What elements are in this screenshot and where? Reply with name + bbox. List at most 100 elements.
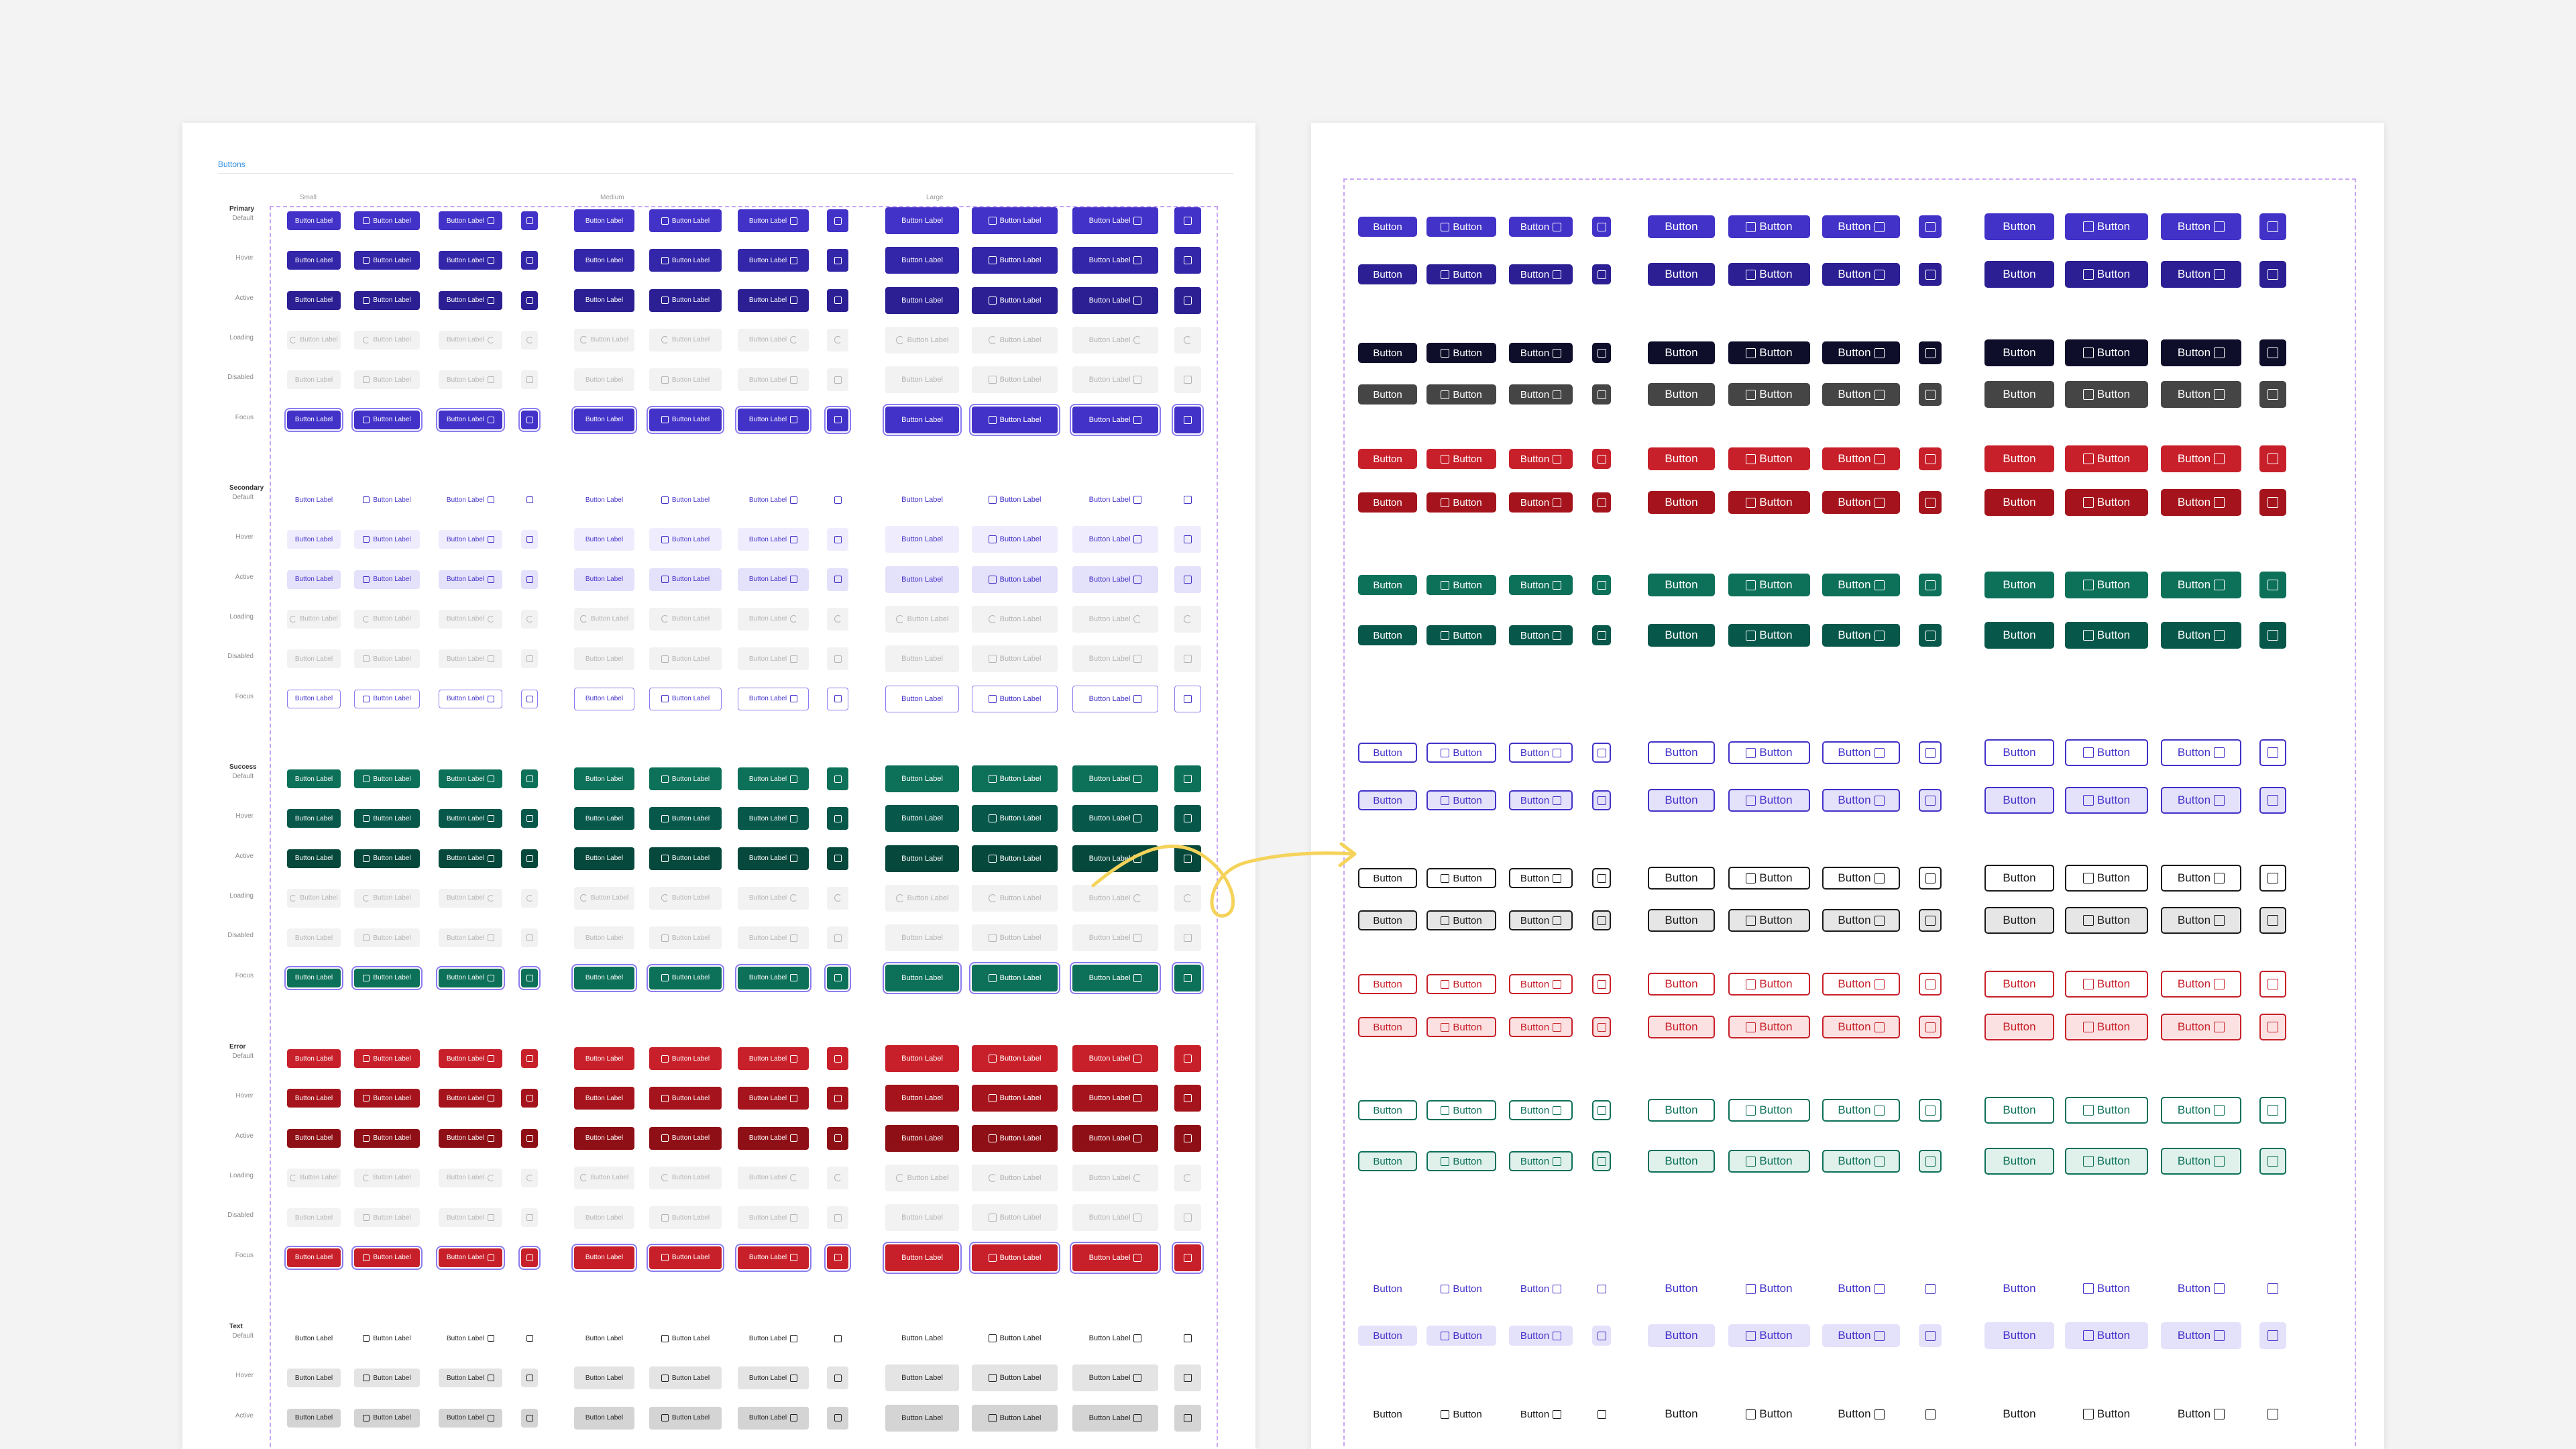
success-hover-button[interactable]: Button Label: [885, 805, 959, 833]
primary-hover-button[interactable]: [1919, 263, 1942, 286]
error-focus-button[interactable]: [827, 1246, 848, 1269]
success-button[interactable]: Button: [1648, 574, 1715, 596]
primary-active-button[interactable]: Button Label: [574, 288, 634, 312]
error-active-button[interactable]: [1174, 1124, 1201, 1152]
outline-dark-button[interactable]: Button: [1728, 867, 1810, 890]
error-loading-button[interactable]: Button Label: [287, 1168, 341, 1187]
primary-disabled-button[interactable]: Button Label: [972, 366, 1058, 394]
dark-button[interactable]: Button: [1648, 341, 1715, 364]
text-active-button[interactable]: Button Label: [1072, 1404, 1158, 1432]
dark-hover-button[interactable]: [1592, 384, 1611, 405]
primary-default-button[interactable]: Button Label: [574, 209, 634, 232]
secondary-focus-button[interactable]: [521, 689, 538, 708]
success-disabled-button[interactable]: [1174, 924, 1201, 952]
primary-hover-button[interactable]: [1592, 264, 1611, 284]
error-loading-button[interactable]: Button Label: [972, 1164, 1058, 1191]
outline-success-hover-button[interactable]: Button: [1358, 1151, 1417, 1171]
error-loading-button[interactable]: Button Label: [574, 1166, 634, 1189]
primary-hover-button[interactable]: Button: [1822, 263, 1900, 286]
outline-error-hover-button[interactable]: Button: [1822, 1016, 1900, 1038]
error-default-button[interactable]: Button Label: [885, 1045, 959, 1072]
text-hover-button[interactable]: Button Label: [1072, 1364, 1158, 1392]
primary-disabled-button[interactable]: Button Label: [885, 366, 959, 394]
text-dark-button[interactable]: Button: [1728, 1403, 1810, 1426]
success-hover-button[interactable]: Button: [1358, 625, 1417, 645]
outline-error-button[interactable]: Button: [1509, 974, 1573, 994]
outline-dark-button[interactable]: [2259, 865, 2286, 892]
outline-dark-button[interactable]: Button: [1822, 867, 1900, 890]
secondary-disabled-button[interactable]: Button Label: [439, 649, 502, 669]
dark-hover-button[interactable]: Button: [1728, 383, 1810, 406]
error-focus-button[interactable]: Button Label: [1072, 1244, 1158, 1271]
secondary-loading-button[interactable]: [827, 607, 848, 631]
success-default-button[interactable]: [521, 769, 538, 788]
text-primary-button[interactable]: [1919, 1277, 1942, 1300]
error-active-button[interactable]: Button Label: [738, 1126, 809, 1150]
error-default-button[interactable]: [827, 1047, 848, 1070]
outline-primary-button[interactable]: Button: [1426, 743, 1496, 763]
error-loading-button[interactable]: [827, 1166, 848, 1189]
outline-success-hover-button[interactable]: Button: [1509, 1151, 1573, 1171]
error-disabled-button[interactable]: Button Label: [354, 1208, 420, 1228]
primary-disabled-button[interactable]: Button Label: [574, 368, 634, 392]
text-primary-hover-button[interactable]: Button: [1509, 1326, 1573, 1346]
dark-hover-button[interactable]: Button: [1648, 383, 1715, 406]
secondary-focus-button[interactable]: Button Label: [738, 687, 809, 710]
error-focus-button[interactable]: Button Label: [354, 1248, 420, 1267]
secondary-disabled-button[interactable]: Button Label: [287, 649, 341, 669]
secondary-default-button[interactable]: Button Label: [972, 486, 1058, 513]
primary-button[interactable]: Button: [1648, 215, 1715, 238]
text-dark-button[interactable]: Button: [1509, 1404, 1573, 1424]
secondary-active-button[interactable]: Button Label: [649, 568, 722, 591]
outline-error-button[interactable]: Button: [1358, 974, 1417, 994]
error-default-button[interactable]: [1174, 1045, 1201, 1072]
primary-loading-button[interactable]: Button Label: [738, 328, 809, 352]
outline-primary-hover-button[interactable]: Button: [1822, 789, 1900, 812]
outline-success-button[interactable]: Button: [1728, 1099, 1810, 1122]
secondary-default-button[interactable]: Button Label: [1072, 486, 1158, 513]
error-button[interactable]: [1919, 447, 1942, 470]
outline-dark-hover-button[interactable]: [1592, 910, 1611, 930]
outline-dark-hover-button[interactable]: Button: [1358, 910, 1417, 930]
primary-hover-button[interactable]: Button: [1426, 264, 1496, 284]
error-default-button[interactable]: Button Label: [649, 1047, 722, 1070]
outline-dark-button[interactable]: [1919, 867, 1942, 890]
primary-button[interactable]: Button: [1358, 217, 1417, 237]
error-hover-button[interactable]: [521, 1089, 538, 1108]
primary-default-button[interactable]: Button Label: [287, 211, 341, 230]
success-loading-button[interactable]: Button Label: [1072, 884, 1158, 912]
success-hover-button[interactable]: Button Label: [287, 809, 341, 828]
outline-primary-button[interactable]: [2259, 739, 2286, 766]
outline-dark-hover-button[interactable]: [1919, 909, 1942, 932]
primary-active-button[interactable]: [1174, 286, 1201, 314]
primary-hover-button[interactable]: [1174, 247, 1201, 274]
success-hover-button[interactable]: Button: [2161, 622, 2241, 649]
primary-button[interactable]: Button: [2065, 213, 2148, 240]
error-disabled-button[interactable]: Button Label: [738, 1206, 809, 1230]
error-disabled-button[interactable]: Button Label: [287, 1208, 341, 1228]
primary-default-button[interactable]: [521, 211, 538, 230]
text-default-button[interactable]: Button Label: [972, 1325, 1058, 1352]
secondary-default-button[interactable]: [521, 490, 538, 509]
secondary-focus-button[interactable]: Button Label: [1072, 685, 1158, 712]
error-loading-button[interactable]: Button Label: [439, 1168, 502, 1187]
error-disabled-button[interactable]: Button Label: [439, 1208, 502, 1228]
error-hover-button[interactable]: Button Label: [738, 1087, 809, 1110]
secondary-focus-button[interactable]: Button Label: [287, 689, 341, 708]
success-button[interactable]: Button: [1728, 574, 1810, 596]
success-loading-button[interactable]: [1174, 884, 1201, 912]
outline-success-button[interactable]: Button: [1358, 1100, 1417, 1120]
outline-primary-button[interactable]: Button: [1648, 741, 1715, 764]
primary-default-button[interactable]: Button Label: [354, 211, 420, 230]
success-hover-button[interactable]: [521, 809, 538, 828]
primary-disabled-button[interactable]: [1174, 366, 1201, 394]
secondary-active-button[interactable]: Button Label: [354, 570, 420, 589]
dark-button[interactable]: Button: [1984, 339, 2054, 366]
error-hover-button[interactable]: Button Label: [649, 1087, 722, 1110]
text-primary-hover-button[interactable]: Button: [1822, 1324, 1900, 1347]
secondary-disabled-button[interactable]: Button Label: [972, 645, 1058, 673]
primary-loading-button[interactable]: Button Label: [649, 328, 722, 352]
dark-hover-button[interactable]: [1919, 383, 1942, 406]
success-hover-button[interactable]: Button: [1984, 622, 2054, 649]
primary-focus-button[interactable]: Button Label: [972, 406, 1058, 433]
